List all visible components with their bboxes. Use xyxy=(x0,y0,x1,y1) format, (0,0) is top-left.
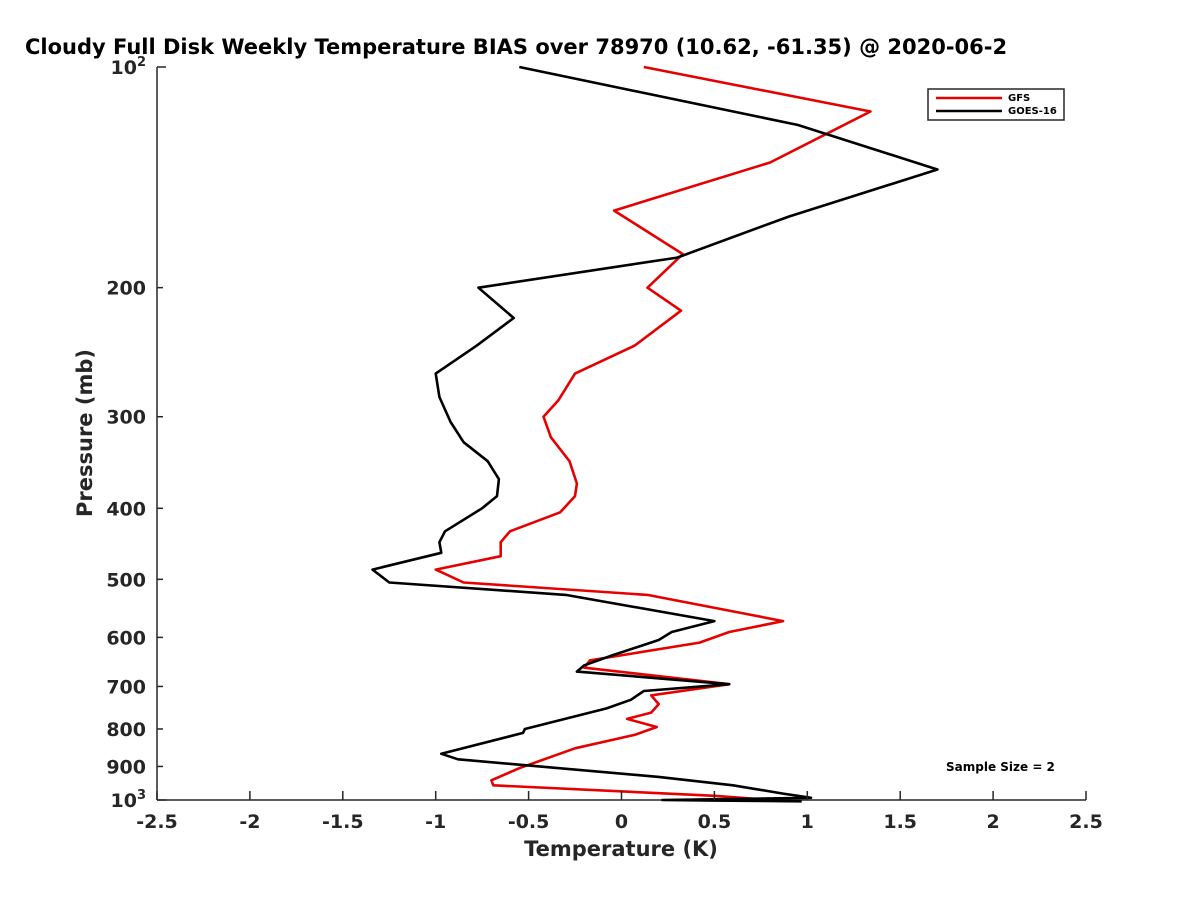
x-tick-label: 1.5 xyxy=(883,811,917,833)
x-tick-label: -1 xyxy=(425,811,446,833)
x-tick-label: -0.5 xyxy=(508,811,550,833)
y-ticks: 102 200 300 400 500 600 700 800 900 103 xyxy=(106,55,166,812)
series-line-goes-16 xyxy=(371,65,939,803)
y-tick-label: 400 xyxy=(106,498,146,520)
y-tick-label: 200 xyxy=(106,278,146,300)
x-tick-label: -1.5 xyxy=(322,811,364,833)
x-tick-label: -2.5 xyxy=(136,811,178,833)
y-tick-label: 500 xyxy=(106,569,146,591)
series-line-gfs xyxy=(434,65,872,802)
x-tick-label: 0 xyxy=(615,811,628,833)
legend-label-goes-16: GOES-16 xyxy=(1008,106,1057,117)
legend: GFS GOES-16 xyxy=(927,88,1065,121)
plot-area xyxy=(156,65,1086,803)
legend-box xyxy=(927,88,1065,121)
sample-size-annotation: Sample Size = 2 xyxy=(946,760,1055,774)
y-tick-label: 300 xyxy=(106,407,146,429)
x-tick-label: 2.5 xyxy=(1069,811,1103,833)
series-layer xyxy=(371,65,939,803)
x-tick-label: 1 xyxy=(801,811,814,833)
x-tick-label: 2 xyxy=(986,811,999,833)
x-ticks: -2.5 -2 -1.5 -1 -0.5 0 0.5 1 1.5 2 2.5 xyxy=(136,791,1103,833)
y-tick-label: 103 xyxy=(111,788,147,812)
x-tick-label: -2 xyxy=(239,811,260,833)
x-tick-label: 0.5 xyxy=(698,811,732,833)
y-tick-label: 102 xyxy=(111,55,147,79)
y-tick-label: 800 xyxy=(106,719,146,741)
x-axis-label: Temperature (K) xyxy=(524,837,718,861)
y-tick-label: 700 xyxy=(106,676,146,698)
chart-title: Cloudy Full Disk Weekly Temperature BIAS… xyxy=(25,35,1007,59)
y-tick-label: 600 xyxy=(106,627,146,649)
y-tick-label: 900 xyxy=(106,756,146,778)
y-axis-label: Pressure (mb) xyxy=(73,349,97,517)
legend-label-gfs: GFS xyxy=(1008,93,1030,104)
